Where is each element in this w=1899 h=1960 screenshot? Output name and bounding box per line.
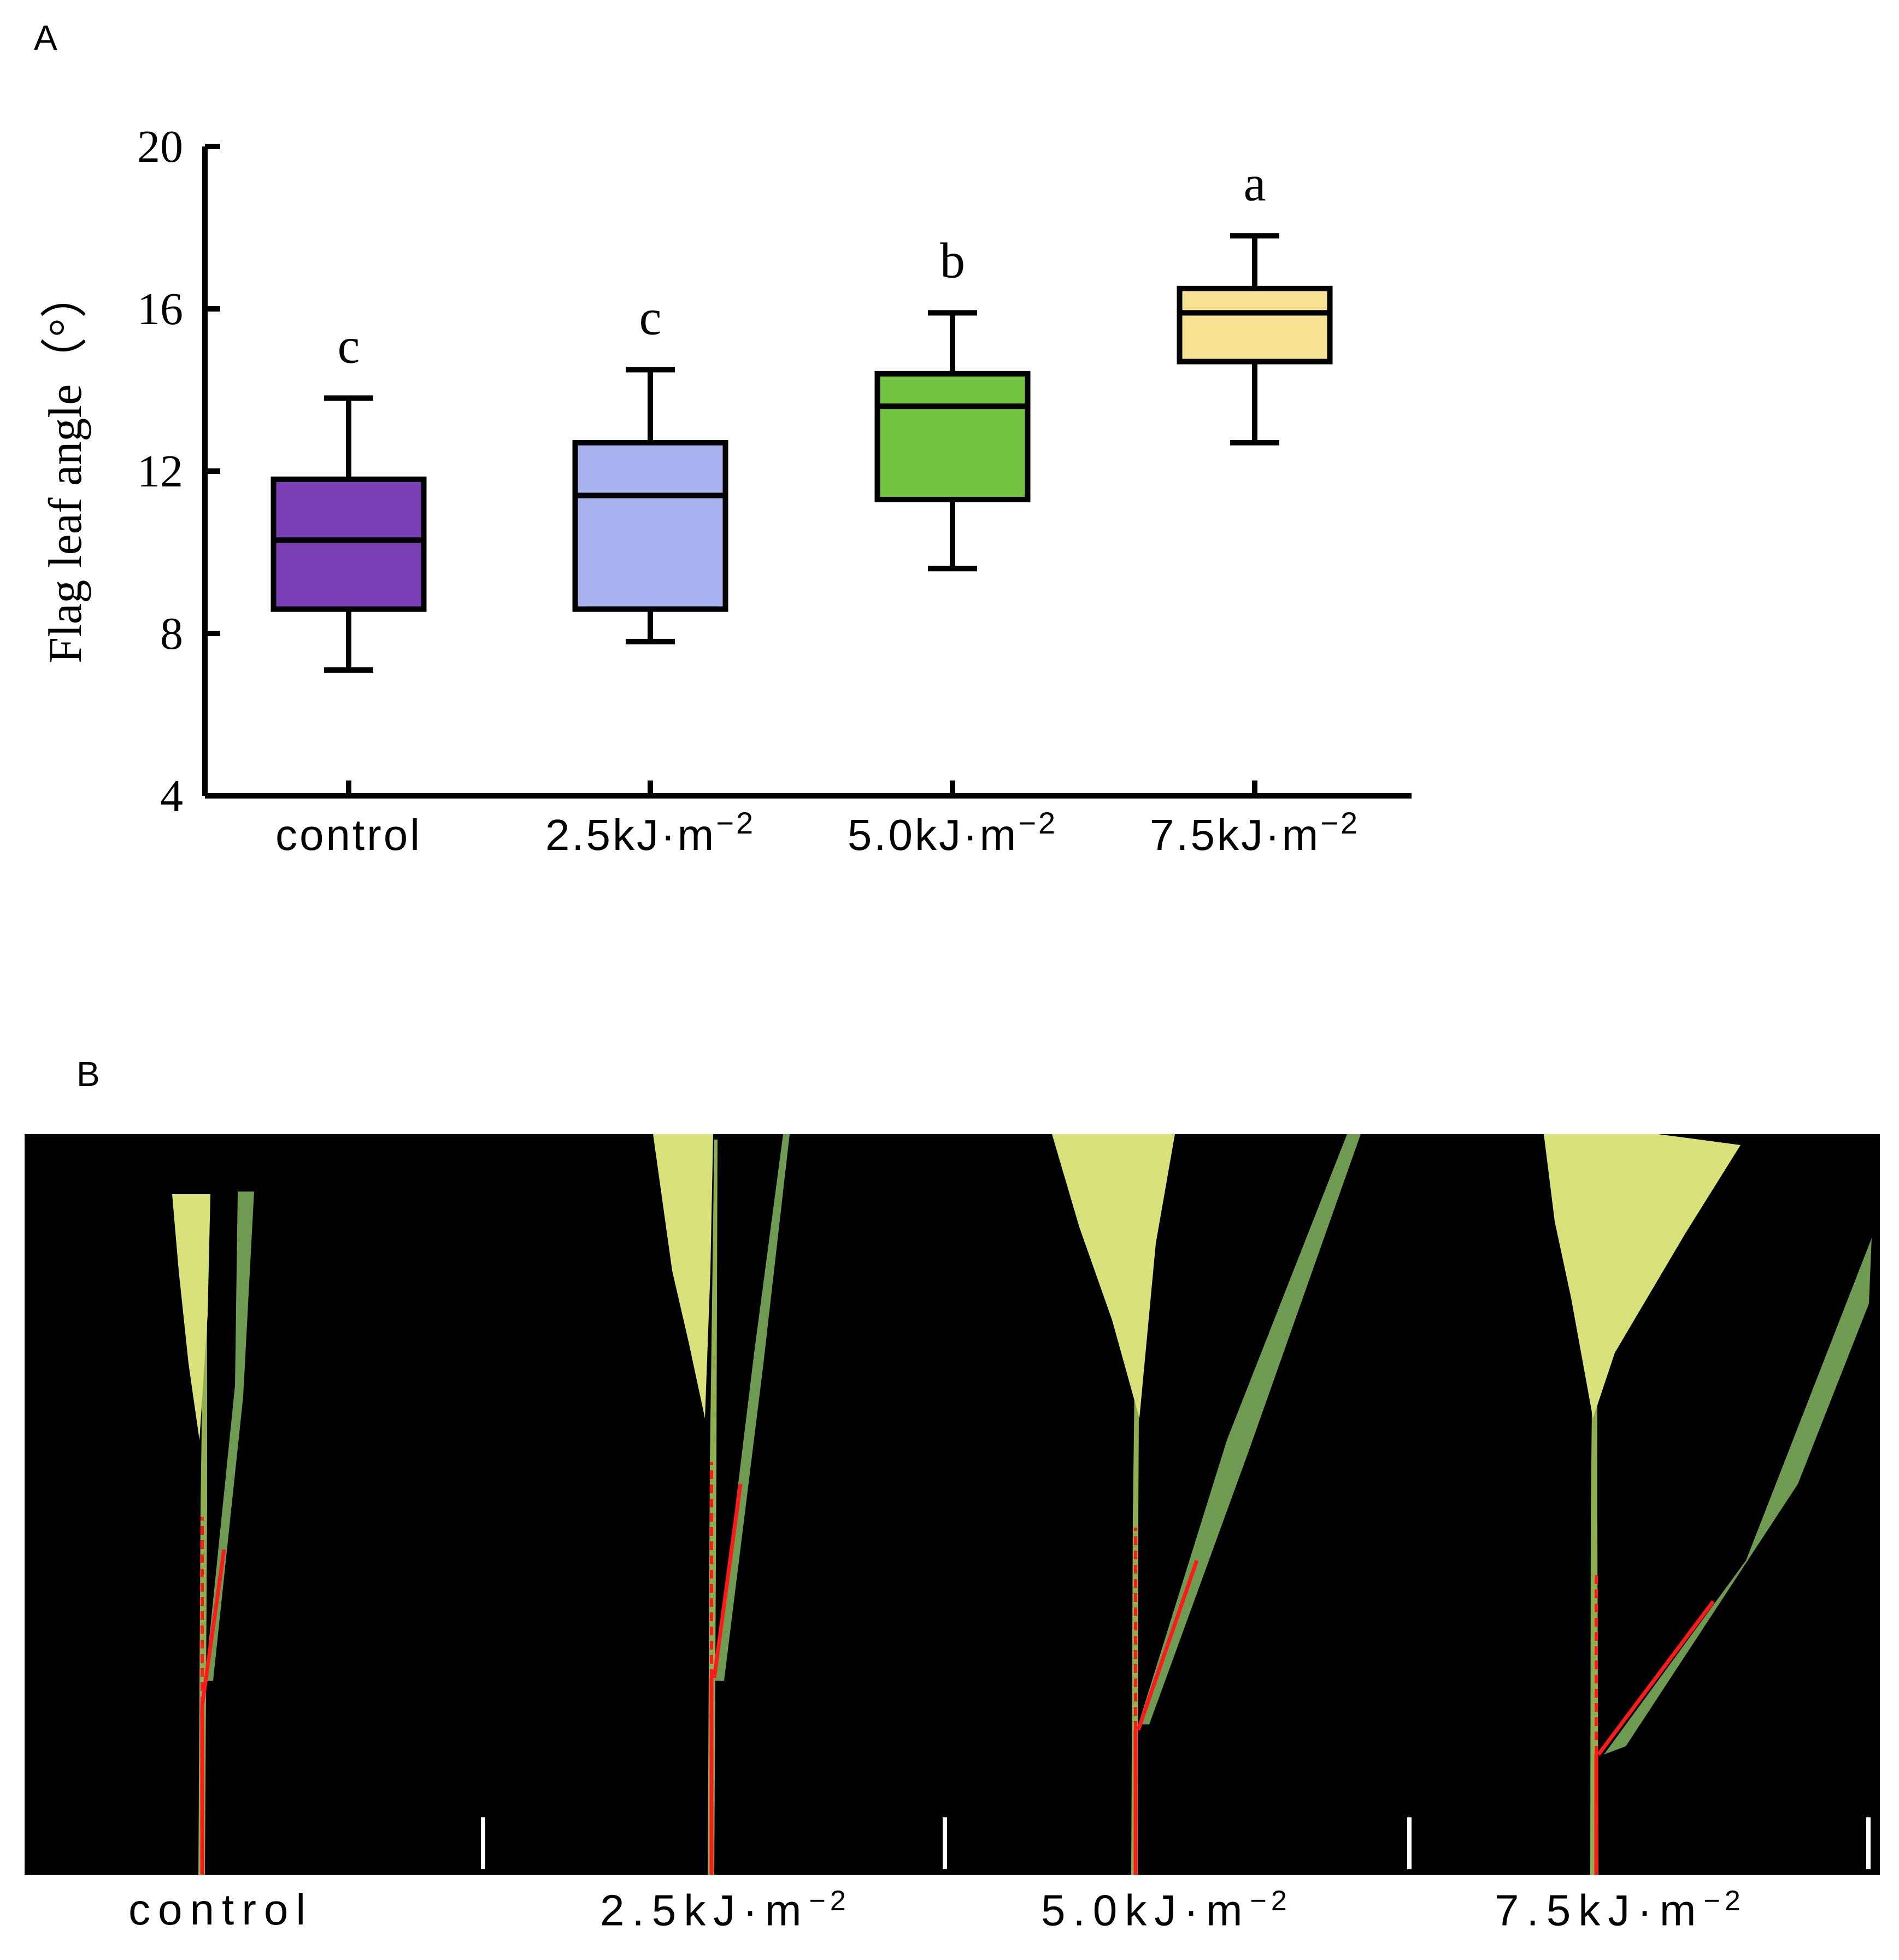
iqr-box [1177,285,1333,365]
x-category-label: control [275,811,422,859]
significance-letter: c [338,318,360,373]
x-category-exponent: −2 [1018,806,1057,840]
box-group: c 2.5kJ·m−2 [545,289,755,859]
x-category-exponent: −2 [1320,806,1360,840]
significance-letter: c [639,289,662,345]
scale-bar [943,1817,947,1869]
box-group: a 7.5kJ·m−2 [1150,155,1360,859]
caption-exponent: −2 [1250,1885,1291,1917]
significance-letter: a [1244,155,1266,211]
panicle [1052,1134,1175,1418]
caption-exponent: −2 [809,1885,850,1917]
box-group: c control [271,318,427,859]
caption-text: 7.5kJ·m [1495,1886,1704,1935]
iqr-box [572,440,728,612]
caption-7-5: 7.5kJ·m−2 [1495,1885,1745,1936]
photo-illustration [172,1134,1872,1875]
plant-2-5 [653,1134,947,1875]
caption-text: control [128,1885,314,1934]
caption-text: 2.5kJ·m [600,1886,809,1935]
scale-bar [481,1817,485,1869]
plant-7-5 [1544,1134,1872,1875]
y-tick-label: 8 [160,608,183,659]
scale-bar [1866,1817,1871,1869]
caption-5-0: 5.0kJ·m−2 [1041,1885,1291,1936]
flag-leaf [1138,1134,1361,1724]
x-category-label: 5.0kJ·m−2 [848,806,1057,859]
box-group: b 5.0kJ·m−2 [848,232,1057,859]
iqr-box [874,371,1031,502]
panel-a-label: A [34,18,57,57]
caption-2-5: 2.5kJ·m−2 [600,1885,850,1936]
x-category-exponent: −2 [716,806,755,840]
caption-text: 5.0kJ·m [1041,1886,1250,1935]
y-axis-label: Flag leaf angle（°） [39,271,91,663]
panicle [172,1194,210,1440]
x-category-label: 7.5kJ·m−2 [1150,806,1360,859]
panicle [653,1134,713,1418]
iqr-box [271,476,427,612]
rice-plant-photo [25,1134,1880,1875]
y-tick-label: 4 [160,771,183,821]
stem [1590,1298,1598,1875]
panicle [1544,1134,1741,1418]
caption-control: control [128,1885,313,1935]
scale-bar [1407,1817,1412,1869]
x-category-label: 2.5kJ·m−2 [545,806,755,859]
leaf-angle-line [1136,1559,1199,1731]
plant-5-0 [1052,1134,1412,1875]
chart-boxes: c control c 2.5kJ·m−2 b 5.0kJ·m−2 a 7.5kJ·m−2 [271,155,1360,859]
chart-axes: 4 8 12 16 20 [137,121,1412,821]
caption-exponent: −2 [1703,1885,1745,1917]
y-tick-label: 12 [137,446,183,497]
box-plot-chart: 4 8 12 16 20 c control c 2.5kJ·m−2 b 5.0kJ·m−2 a 7.… [39,121,1412,859]
flag-leaf [1604,1238,1872,1754]
significance-letter: b [940,232,965,288]
flag-leaf [205,1192,254,1681]
leaf-angle-line [1597,1600,1715,1756]
y-tick-label: 20 [137,121,183,172]
plant-control [172,1192,485,1875]
leaf-angle-line [712,1483,743,1679]
y-tick-label: 16 [137,284,183,335]
leaf-angle-line [200,1549,226,1706]
panel-b-label: B [77,1054,100,1094]
